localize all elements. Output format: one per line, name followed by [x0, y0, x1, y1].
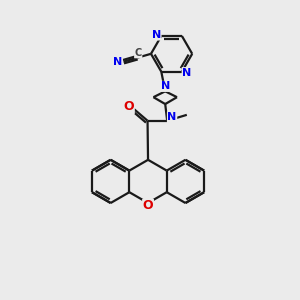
- Text: N: N: [167, 112, 177, 122]
- Text: N: N: [160, 81, 170, 92]
- Text: O: O: [124, 100, 134, 113]
- Text: N: N: [152, 30, 161, 40]
- Text: C: C: [135, 48, 142, 58]
- Text: N: N: [113, 57, 122, 67]
- Text: N: N: [182, 68, 191, 78]
- Text: O: O: [143, 200, 153, 212]
